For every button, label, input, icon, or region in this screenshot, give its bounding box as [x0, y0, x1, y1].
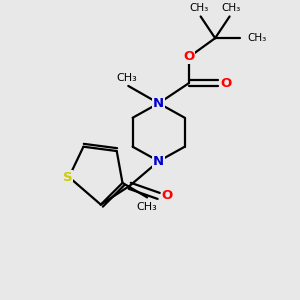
- Text: CH₃: CH₃: [137, 202, 158, 212]
- Text: CH₃: CH₃: [247, 33, 266, 43]
- Text: O: O: [162, 189, 173, 203]
- Text: S: S: [63, 171, 72, 184]
- Text: O: O: [220, 76, 232, 89]
- Text: N: N: [153, 155, 164, 168]
- Text: CH₃: CH₃: [221, 3, 241, 13]
- Text: N: N: [153, 97, 164, 110]
- Text: CH₃: CH₃: [190, 3, 209, 13]
- Text: CH₃: CH₃: [116, 73, 137, 83]
- Text: O: O: [184, 50, 195, 64]
